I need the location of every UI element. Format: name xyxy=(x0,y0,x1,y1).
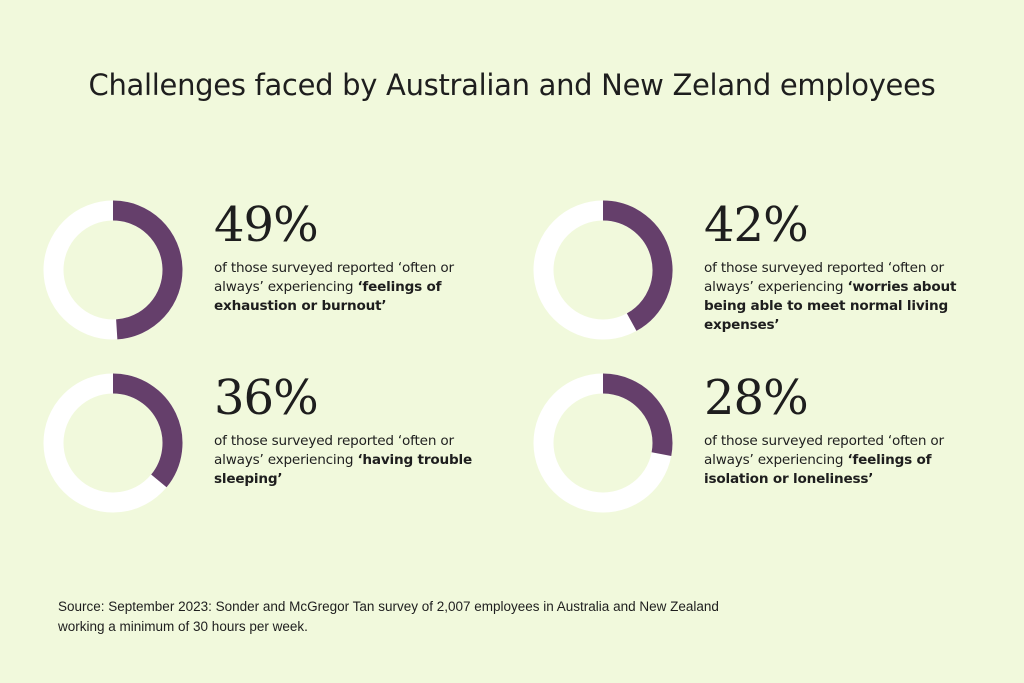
stat-description-lead: of those surveyed reported ‘often or alw… xyxy=(704,433,944,468)
percentage-value: 42% xyxy=(704,197,809,253)
percentage-value: 36% xyxy=(214,370,319,426)
percentage-value: 49% xyxy=(214,197,319,253)
stat-description: of those surveyed reported ‘often or alw… xyxy=(704,432,984,489)
stat-description: of those surveyed reported ‘often or alw… xyxy=(214,259,494,316)
stat-description-lead: of those surveyed reported ‘often or alw… xyxy=(214,260,454,295)
stat-description-lead: of those surveyed reported ‘often or alw… xyxy=(704,260,944,295)
donut-value-arc xyxy=(112,200,183,340)
source-line-2: working a minimum of 30 hours per week. xyxy=(58,619,308,634)
donut-chart xyxy=(43,373,183,513)
stat-description: of those surveyed reported ‘often or alw… xyxy=(704,259,984,335)
donut-chart xyxy=(533,200,673,340)
stat-card-4: 28% of those surveyed reported ‘often or… xyxy=(530,370,1000,520)
stat-description-emphasis: ‘worries about being able to meet normal… xyxy=(704,279,957,333)
stat-description-emphasis: ‘having trouble sleeping’ xyxy=(214,452,472,487)
source-note: Source: September 2023: Sonder and McGre… xyxy=(58,597,818,637)
stat-description-emphasis: ‘feelings of exhaustion or burnout’ xyxy=(214,279,442,314)
donut-value-arc xyxy=(602,200,673,331)
percentage-value: 28% xyxy=(704,370,809,426)
chart-title: Challenges faced by Australian and New Z… xyxy=(88,68,936,102)
stat-card-2: 42% of those surveyed reported ‘often or… xyxy=(530,197,1000,347)
stat-description-lead: of those surveyed reported ‘often or alw… xyxy=(214,433,454,468)
donut-chart xyxy=(533,373,673,513)
stat-card-3: 36% of those surveyed reported ‘often or… xyxy=(40,370,510,520)
donut-value-arc xyxy=(602,373,673,457)
stat-description-emphasis: ‘feelings of isolation or loneliness’ xyxy=(704,452,932,487)
stat-description: of those surveyed reported ‘often or alw… xyxy=(214,432,494,489)
source-line-1: Source: September 2023: Sonder and McGre… xyxy=(58,599,719,614)
donut-value-arc xyxy=(112,373,183,488)
donut-chart xyxy=(43,200,183,340)
stat-card-1: 49% of those surveyed reported ‘often or… xyxy=(40,197,510,347)
